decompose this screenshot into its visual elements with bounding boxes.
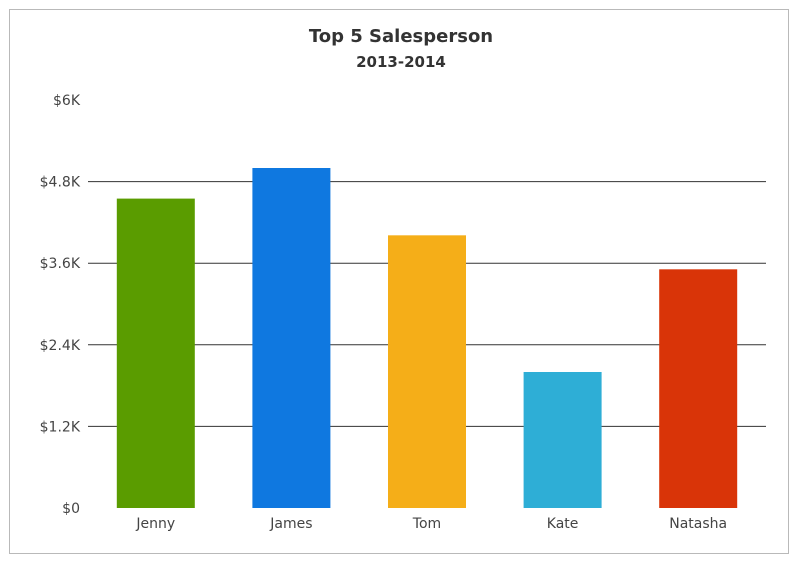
y-tick-label: $0 xyxy=(62,501,80,517)
y-tick-label: $3.6K xyxy=(40,256,81,272)
x-tick-label: Natasha xyxy=(669,516,727,532)
x-tick-label: Jenny xyxy=(135,516,175,532)
y-tick-label: $2.4K xyxy=(40,338,81,354)
x-tick-label: Tom xyxy=(412,516,441,532)
bar-kate[interactable] xyxy=(523,372,602,508)
x-tick-label: James xyxy=(269,516,312,532)
x-tick-label: Kate xyxy=(547,516,579,532)
bar-tom[interactable] xyxy=(388,235,466,508)
chart-subtitle: 2013-2014 xyxy=(356,53,446,71)
y-tick-label: $1.2K xyxy=(40,419,81,435)
chart-title: Top 5 Salesperson xyxy=(308,26,494,47)
bar-jenny[interactable] xyxy=(116,198,195,508)
bar-james[interactable] xyxy=(252,168,331,508)
y-tick-label: $6K xyxy=(53,93,81,109)
y-tick-label: $4.8K xyxy=(40,175,81,191)
bar-natasha[interactable] xyxy=(659,269,738,508)
